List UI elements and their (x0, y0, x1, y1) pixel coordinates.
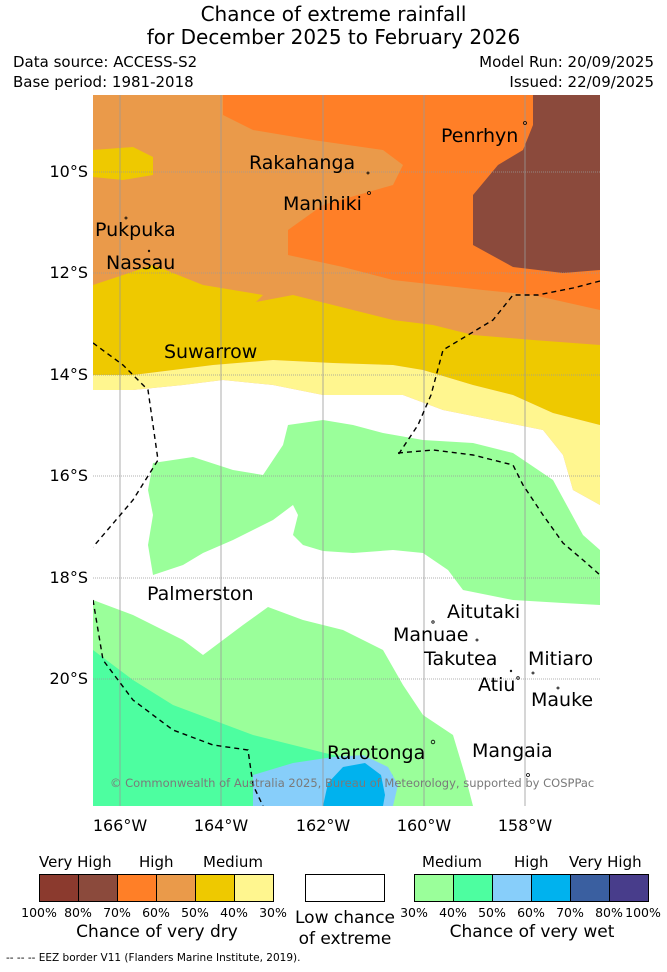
legend-dry-pct-60: 60% (142, 905, 170, 920)
legend-dry-pct-30: 30% (259, 905, 287, 920)
zone-wet-medium-upper (148, 420, 600, 605)
legend-wet-high: High (514, 853, 549, 871)
place-nassau: Nassau (106, 252, 176, 274)
swatch-dry-3 (117, 874, 157, 902)
legend-wet-pct-100: 100% (625, 905, 661, 920)
legend-dry-pct-80: 80% (64, 905, 92, 920)
legend-wet-pct-50: 50% (478, 905, 506, 920)
legend-wet-very-high: Very High (569, 853, 642, 871)
legend-low-swatch (305, 874, 385, 902)
place-palmerston: Palmerston (147, 583, 254, 605)
swatch-wet-4 (531, 874, 571, 902)
legend-wet-pct-70: 70% (556, 905, 584, 920)
place-takutea: Takutea (424, 648, 498, 670)
place-mitiaro: Mitiaro (528, 648, 594, 670)
issued-date: Issued: 22/09/2025 (509, 73, 654, 91)
legend-low-caption-1: Low chance (295, 908, 395, 928)
swatch-wet-2 (453, 874, 493, 902)
lat-label-18s: 18°S (49, 568, 88, 587)
island-markers (124, 121, 560, 777)
lon-label-158w: 158°W (497, 816, 553, 835)
zone-dry-medium-band (93, 265, 600, 425)
swatch-wet-3 (492, 874, 532, 902)
lat-label-16s: 16°S (49, 466, 88, 485)
chart-title-line1: Chance of extreme rainfall (200, 2, 467, 26)
legend-wet-caption: Chance of very wet (449, 922, 615, 942)
place-atiu: Atiu (478, 674, 516, 696)
rainfall-map (93, 95, 600, 806)
legend-low-caption-2: of extreme (298, 929, 392, 949)
legend-dry-swatches (39, 874, 274, 902)
legend-wet-pct-60: 60% (517, 905, 545, 920)
swatch-wet-1 (414, 874, 454, 902)
lon-label-162w: 162°W (295, 816, 351, 835)
grid (93, 95, 600, 806)
legend-wet-swatches (414, 874, 649, 902)
legend-dry-very-high: Very High (39, 853, 112, 871)
lat-label-12s: 12°S (49, 263, 88, 282)
place-aitutaki: Aitutaki (447, 601, 521, 623)
lat-label-10s: 10°S (49, 162, 88, 181)
legend-dry-high: High (139, 853, 174, 871)
place-rakahanga: Rakahanga (249, 152, 356, 174)
legend-wet-medium: Medium (422, 853, 482, 871)
zone-dry-medium-pale (93, 360, 600, 505)
lat-label-20s: 20°S (49, 669, 88, 688)
chart-title-line2: for December 2025 to February 2026 (146, 25, 521, 49)
legend-dry-pct-50: 50% (181, 905, 209, 920)
swatch-wet-6 (609, 874, 649, 902)
legend-wet-pct-80: 80% (595, 905, 623, 920)
lat-label-14s: 14°S (49, 365, 88, 384)
lon-label-166w: 166°W (92, 816, 148, 835)
eez-footnote: -- -- -- EEZ border V11 (Flanders Marine… (6, 952, 301, 964)
eez-border (93, 280, 600, 806)
data-source: Data source: ACCESS-S2 (13, 53, 198, 71)
swatch-dry-1 (39, 874, 79, 902)
place-penrhyn: Penrhyn (441, 125, 519, 147)
base-period: Base period: 1981-2018 (13, 73, 194, 91)
model-run: Model Run: 20/09/2025 (479, 53, 654, 71)
swatch-dry-6 (234, 874, 274, 902)
legend-dry-caption: Chance of very dry (76, 922, 238, 942)
place-rarotonga: Rarotonga (327, 742, 426, 764)
place-mauke: Mauke (531, 689, 594, 711)
swatch-dry-2 (78, 874, 118, 902)
place-mangaia: Mangaia (472, 740, 553, 762)
lon-label-160w: 160°W (396, 816, 452, 835)
place-manihiki: Manihiki (283, 193, 362, 215)
legend-wet-pct-30: 30% (400, 905, 428, 920)
legend-dry-pct-100: 100% (21, 905, 57, 920)
swatch-dry-5 (195, 874, 235, 902)
zone-wet-high-dark (323, 763, 385, 806)
lon-label-164w: 164°W (193, 816, 249, 835)
legend-wet-pct-40: 40% (439, 905, 467, 920)
place-suwarrow: Suwarrow (164, 341, 258, 363)
legend-dry-pct-70: 70% (103, 905, 131, 920)
place-manuae: Manuae (393, 624, 469, 646)
swatch-dry-4 (156, 874, 196, 902)
legend-dry-medium: Medium (203, 853, 263, 871)
zone-dry-very-high (473, 95, 600, 273)
legend-dry-pct-40: 40% (220, 905, 248, 920)
swatch-wet-5 (570, 874, 610, 902)
place-pukpuka: Pukpuka (95, 219, 176, 241)
copyright-notice: © Commonwealth of Australia 2025, Bureau… (110, 776, 595, 790)
